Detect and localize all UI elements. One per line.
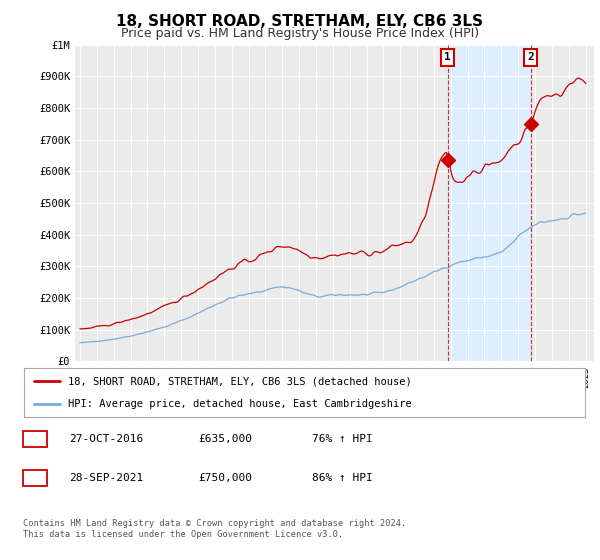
Text: 28-SEP-2021: 28-SEP-2021 xyxy=(69,473,143,483)
Text: 2: 2 xyxy=(527,53,534,63)
Text: 2: 2 xyxy=(31,473,38,483)
Text: 18, SHORT ROAD, STRETHAM, ELY, CB6 3LS (detached house): 18, SHORT ROAD, STRETHAM, ELY, CB6 3LS (… xyxy=(68,376,412,386)
Text: 18, SHORT ROAD, STRETHAM, ELY, CB6 3LS: 18, SHORT ROAD, STRETHAM, ELY, CB6 3LS xyxy=(116,14,484,29)
Text: £750,000: £750,000 xyxy=(198,473,252,483)
Text: This data is licensed under the Open Government Licence v3.0.: This data is licensed under the Open Gov… xyxy=(23,530,343,539)
Text: 86% ↑ HPI: 86% ↑ HPI xyxy=(312,473,373,483)
Bar xyxy=(448,45,530,361)
Text: Price paid vs. HM Land Registry's House Price Index (HPI): Price paid vs. HM Land Registry's House … xyxy=(121,27,479,40)
Text: Contains HM Land Registry data © Crown copyright and database right 2024.: Contains HM Land Registry data © Crown c… xyxy=(23,519,406,528)
Text: 1: 1 xyxy=(445,53,451,63)
Text: £635,000: £635,000 xyxy=(198,434,252,444)
Text: 76% ↑ HPI: 76% ↑ HPI xyxy=(312,434,373,444)
Text: HPI: Average price, detached house, East Cambridgeshire: HPI: Average price, detached house, East… xyxy=(68,399,412,409)
Text: 1: 1 xyxy=(31,434,38,444)
Text: 27-OCT-2016: 27-OCT-2016 xyxy=(69,434,143,444)
